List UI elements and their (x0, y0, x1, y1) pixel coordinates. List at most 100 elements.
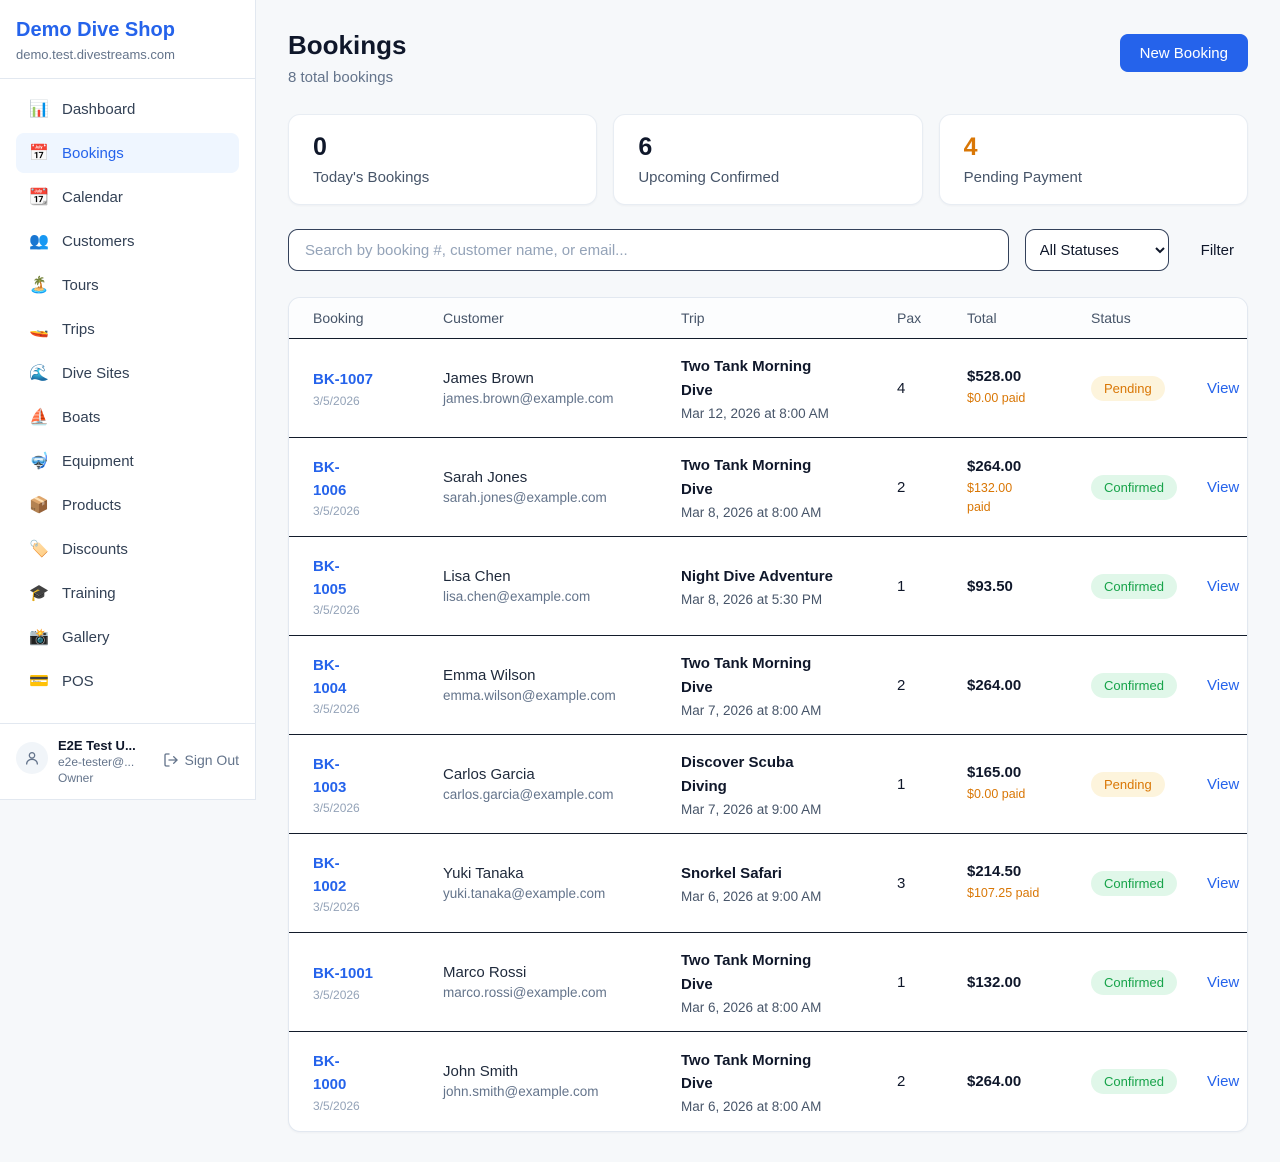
booking-id-link[interactable]: BK- 1002 (313, 854, 347, 895)
nav-item-label: Dive Sites (62, 364, 130, 382)
customer-email: james.brown@example.com (443, 391, 614, 406)
trip-datetime: Mar 7, 2026 at 9:00 AM (681, 801, 822, 817)
status-badge: Confirmed (1091, 474, 1177, 500)
col-customer: Customer (427, 298, 665, 339)
nav-item-icon: 👥 (29, 233, 49, 250)
new-booking-button[interactable]: New Booking (1119, 34, 1248, 72)
customer-name: Emma Wilson (443, 667, 536, 684)
paid-amount: $132.00 paid (967, 480, 1013, 514)
search-input[interactable] (288, 229, 1009, 271)
trip-name: Two Tank Morning Dive (681, 1051, 812, 1092)
sidebar-item-customers[interactable]: 👥 Customers (16, 221, 239, 261)
status-badge: Confirmed (1091, 969, 1177, 995)
customer-name: Lisa Chen (443, 568, 511, 585)
view-link[interactable]: View (1207, 874, 1240, 892)
nav-item-label: Boats (62, 408, 101, 426)
nav-item-label: Customers (62, 232, 135, 250)
status-badge: Confirmed (1091, 1068, 1177, 1094)
page-header: Bookings 8 total bookings New Booking (288, 30, 1248, 86)
nav-item-icon: 📦 (29, 497, 49, 514)
table-row: BK- 1000 3/5/2026 John Smith john.smith@… (289, 1032, 1247, 1131)
trip-datetime: Mar 12, 2026 at 8:00 AM (681, 405, 829, 421)
sidebar-item-tours[interactable]: 🏝️ Tours (16, 265, 239, 305)
sidebar-item-discounts[interactable]: 🏷️ Discounts (16, 529, 239, 569)
sidebar-item-equipment[interactable]: 🤿 Equipment (16, 441, 239, 481)
sidebar-header: Demo Dive Shop demo.test.divestreams.com (0, 0, 255, 79)
sidebar-item-calendar[interactable]: 📆 Calendar (16, 177, 239, 217)
booking-id-link[interactable]: BK- 1004 (313, 656, 347, 697)
customer-email: lisa.chen@example.com (443, 589, 591, 604)
view-link[interactable]: View (1207, 775, 1240, 793)
total-amount: $264.00 (967, 676, 1022, 694)
sidebar-item-dashboard[interactable]: 📊 Dashboard (16, 89, 239, 129)
sidebar-item-pos[interactable]: 💳 POS (16, 661, 239, 701)
customer-name: Sarah Jones (443, 469, 528, 486)
trip-datetime: Mar 8, 2026 at 5:30 PM (681, 592, 823, 608)
booking-id-link[interactable]: BK-1001 (313, 965, 374, 983)
col-actions (1191, 298, 1247, 339)
view-link[interactable]: View (1207, 379, 1240, 397)
sidebar-item-training[interactable]: 🎓 Training (16, 573, 239, 613)
trip-datetime: Mar 6, 2026 at 8:00 AM (681, 1099, 822, 1114)
table-header: Booking Customer Trip Pax Total Status (289, 298, 1247, 339)
view-link[interactable]: View (1207, 973, 1240, 991)
view-link[interactable]: View (1207, 577, 1240, 595)
sidebar-item-boats[interactable]: ⛵ Boats (16, 397, 239, 437)
nav-item-icon: 📊 (29, 101, 49, 118)
trip-datetime: Mar 7, 2026 at 8:00 AM (681, 702, 822, 718)
person-icon (26, 752, 38, 765)
filter-button[interactable]: Filter (1200, 241, 1234, 259)
customer-name: Marco Rossi (443, 964, 527, 981)
stat-value: 6 (638, 133, 653, 161)
user-email: e2e-tester@... (58, 755, 135, 769)
view-link[interactable]: View (1207, 676, 1240, 694)
sidebar-item-products[interactable]: 📦 Products (16, 485, 239, 525)
sign-out-button[interactable]: Sign Out (163, 752, 239, 768)
customer-name: Yuki Tanaka (443, 865, 524, 882)
status-select[interactable]: All Statuses (1024, 229, 1169, 271)
trip-datetime: Mar 8, 2026 at 8:00 AM (681, 504, 822, 520)
nav-item-label: Products (62, 496, 122, 514)
customer-name: John Smith (443, 1063, 519, 1081)
stat-label: Pending Payment (963, 169, 1083, 186)
sidebar-item-trips[interactable]: 🚤 Trips (16, 309, 239, 349)
nav-item-icon: 🚤 (29, 321, 49, 338)
pax-count: 4 (897, 379, 906, 397)
status-badge: Pending (1091, 771, 1165, 797)
stat-value: 0 (313, 133, 327, 161)
paid-amount: $0.00 paid (967, 391, 1026, 406)
total-amount: $132.00 (967, 973, 1022, 991)
sidebar-item-bookings[interactable]: 📅 Bookings (16, 133, 239, 173)
booking-id-link[interactable]: BK-1007 (313, 371, 374, 389)
table-row: BK- 1006 3/5/2026 Sarah Jones sarah.jone… (289, 437, 1247, 537)
trip-name: Two Tank Morning Dive (681, 952, 812, 993)
shop-name: Demo Dive Shop (16, 19, 175, 41)
stat-card-pending-payment: 4 Pending Payment (938, 114, 1248, 205)
sidebar-item-gallery[interactable]: 📸 Gallery (16, 617, 239, 657)
nav-item-icon: 🌊 (29, 365, 49, 382)
sidebar-item-dive-sites[interactable]: 🌊 Dive Sites (16, 353, 239, 393)
bookings-table: Booking Customer Trip Pax Total Status B… (289, 298, 1247, 1131)
booking-id-link[interactable]: BK- 1006 (313, 458, 347, 499)
booking-date: 3/5/2026 (313, 1098, 360, 1113)
view-link[interactable]: View (1207, 478, 1240, 496)
total-amount: $214.50 (967, 863, 1022, 881)
trip-datetime: Mar 6, 2026 at 8:00 AM (681, 999, 822, 1015)
booking-id-link[interactable]: BK- 1000 (313, 1053, 347, 1094)
booking-date: 3/5/2026 (313, 801, 360, 816)
nav-item-label: Trips (62, 320, 95, 338)
booking-date: 3/5/2026 (313, 393, 360, 408)
col-status: Status (1075, 298, 1191, 339)
booking-id-link[interactable]: BK- 1005 (313, 557, 347, 598)
table-row: BK- 1005 3/5/2026 Lisa Chen lisa.chen@ex… (289, 536, 1247, 636)
nav-item-icon: ⛵ (29, 409, 49, 426)
pax-count: 2 (897, 676, 906, 694)
user-name: E2E Test U... (58, 738, 136, 753)
total-amount: $165.00 (967, 764, 1022, 782)
booking-id-link[interactable]: BK- 1003 (313, 755, 347, 796)
user-role: Owner (58, 771, 94, 785)
booking-date: 3/5/2026 (313, 603, 360, 618)
customer-email: yuki.tanaka@example.com (443, 886, 606, 901)
view-link[interactable]: View (1207, 1072, 1240, 1090)
nav-item-icon: 📸 (29, 629, 49, 646)
